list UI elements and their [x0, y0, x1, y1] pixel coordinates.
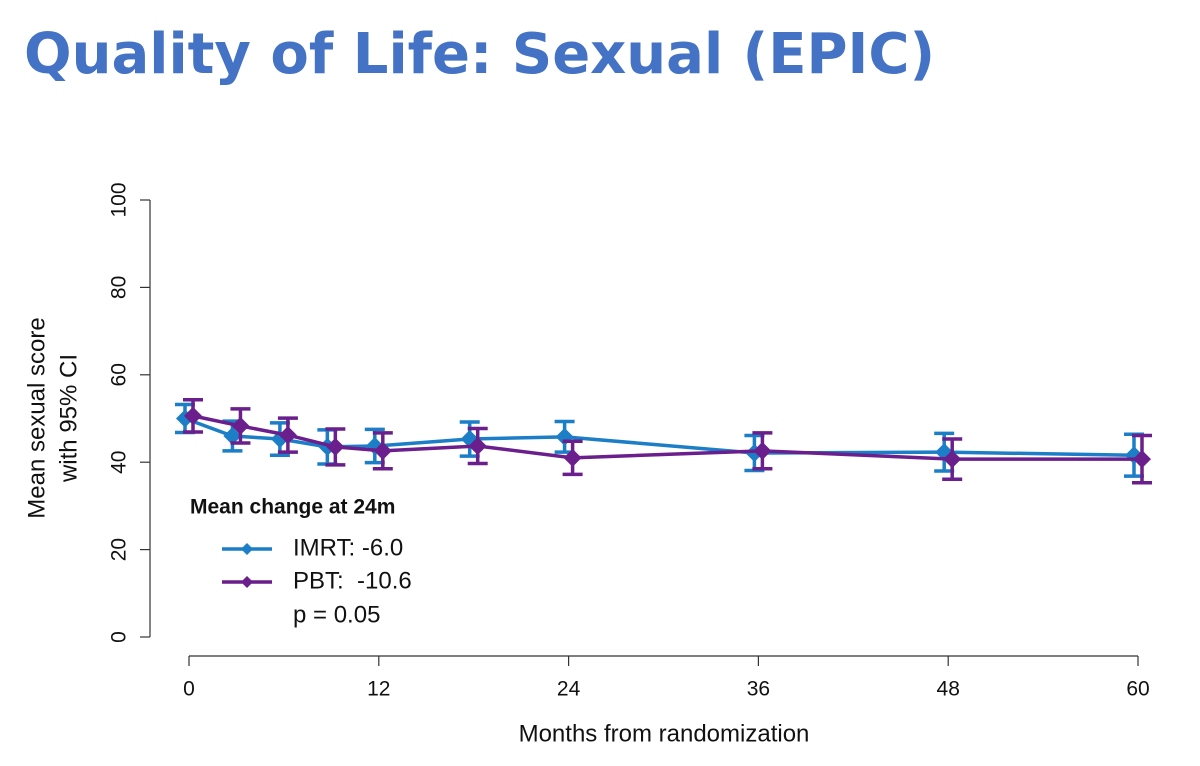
data-point [563, 448, 582, 467]
legend-marker [241, 543, 253, 555]
legend-label: PBT: -10.6 [293, 567, 412, 594]
y-tick-label: 60 [108, 363, 131, 386]
data-point [231, 416, 250, 435]
x-tick-label: 48 [937, 678, 960, 701]
y-axis-label: Mean sexual score [23, 317, 50, 518]
y-tick-label: 40 [108, 451, 131, 474]
x-tick-label: 0 [183, 678, 195, 701]
data-point [373, 441, 392, 460]
data-point [943, 450, 962, 469]
x-axis-label: Months from randomization [519, 720, 810, 747]
data-point [326, 437, 345, 456]
y-tick-label: 100 [108, 182, 131, 217]
x-tick-label: 60 [1126, 678, 1149, 701]
legend-marker [241, 576, 253, 588]
data-point [184, 406, 202, 425]
y-tick-label: 20 [108, 538, 131, 561]
y-tick-label: 80 [108, 276, 131, 299]
y-tick-label: 0 [108, 631, 131, 643]
data-point [223, 426, 242, 445]
annotation: p = 0.05 [293, 601, 380, 628]
legend-title: Mean change at 24m [190, 496, 395, 519]
data-point [753, 441, 772, 460]
data-point [468, 437, 487, 456]
series-line [192, 414, 1142, 461]
legend-label: IMRT: -6.0 [293, 534, 403, 561]
data-point [278, 426, 297, 445]
data-point [1133, 450, 1151, 469]
x-tick-label: 36 [747, 678, 770, 701]
slide-title: Quality of Life: Sexual (EPIC) [24, 22, 935, 87]
x-tick-label: 24 [557, 678, 581, 701]
x-tick-label: 12 [367, 678, 390, 701]
y-axis-label: with 95% CI [55, 354, 82, 483]
series-line [184, 416, 1135, 457]
